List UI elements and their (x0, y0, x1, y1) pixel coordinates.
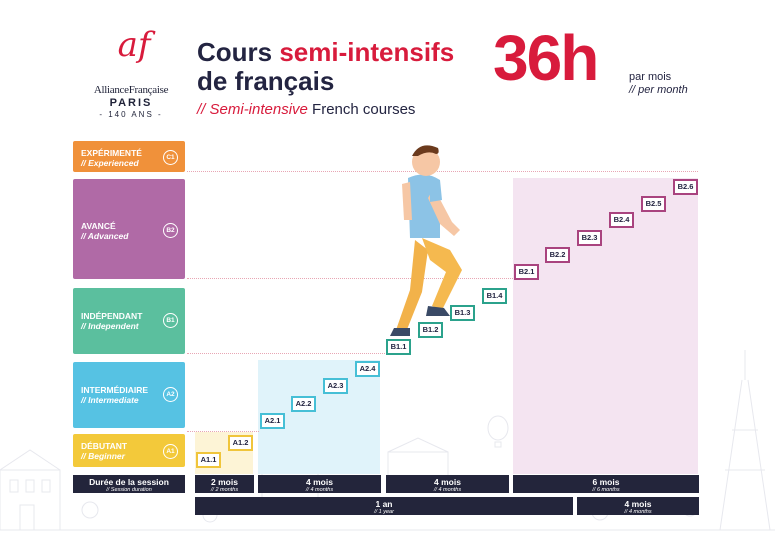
level-c1-fr: EXPÉRIMENTÉ (81, 148, 142, 158)
b2-guide-line (187, 278, 513, 279)
duration-b2-second: 4 mois // 4 months (577, 497, 699, 515)
per-month-fr: par mois (629, 71, 672, 83)
logo-mark: af (117, 25, 151, 65)
climbing-person-illustration (390, 145, 462, 336)
level-a2: INTERMÉDIAIRE // Intermediate A2 (73, 362, 185, 428)
a2-guide-line (187, 431, 259, 432)
level-b2-fr: AVANCÉ (81, 221, 116, 231)
duration-a1-en: // 2 months (210, 487, 239, 493)
duration-b2-en: // 6 months (592, 487, 620, 493)
per-month-en: // per month (629, 84, 688, 96)
step-b2-4: B2.4 (609, 212, 634, 228)
step-a1-2: A1.2 (228, 435, 253, 451)
duration-a2-en: // 4 months (305, 487, 334, 493)
level-c1-en: // Experienced (81, 158, 139, 168)
step-a2-1: A2.1 (260, 413, 285, 429)
step-b1-4: B1.4 (482, 288, 507, 304)
level-a1: DÉBUTANT // Beginner A1 (73, 434, 185, 467)
duration-a2-fr: 4 mois (306, 477, 333, 487)
level-c1-code: C1 (163, 150, 178, 165)
level-b2-en: // Advanced (81, 231, 129, 241)
duration-b1-fr: 4 mois (434, 477, 461, 487)
duration-b2: 6 mois // 6 months (513, 475, 699, 493)
duration-year: 1 an // 1 year (195, 497, 573, 515)
level-a1-en: // Beginner (81, 451, 125, 461)
step-b2-5: B2.5 (641, 196, 666, 212)
step-b2-1: B2.1 (514, 264, 539, 280)
step-a2-2: A2.2 (291, 396, 316, 412)
step-a1-1: A1.1 (196, 452, 221, 468)
level-b1-code: B1 (163, 313, 178, 328)
duration-b2-second-en: // 4 months (624, 509, 652, 515)
logo-name: AllianceFrançaise (93, 84, 169, 96)
b2-column-bg (513, 178, 698, 474)
level-a1-code: A1 (163, 444, 178, 459)
duration-year-en: // 1 year (374, 509, 394, 515)
logo-city: PARIS (109, 97, 153, 109)
duration-year-fr: 1 an (375, 499, 393, 509)
level-c1: EXPÉRIMENTÉ // Experienced C1 (73, 141, 185, 172)
hours-value: 36h (493, 22, 599, 94)
level-b1: INDÉPENDANT // Independent B1 (73, 288, 185, 354)
page-title-line2: de français (197, 66, 335, 96)
logo-years: - 140 ANS - (99, 110, 163, 119)
level-a2-en: // Intermediate (81, 395, 139, 405)
page-title-line1: Cours semi-intensifs (197, 37, 455, 67)
level-b1-en: // Independent (81, 321, 139, 331)
level-b2-code: B2 (163, 223, 178, 238)
level-a1-fr: DÉBUTANT (81, 441, 128, 451)
step-b1-1: B1.1 (386, 339, 411, 355)
duration-a2: 4 mois // 4 months (258, 475, 381, 493)
session-duration-en: // Session duration (106, 487, 152, 493)
level-b1-fr: INDÉPENDANT (81, 311, 143, 321)
c1-guide-line (187, 171, 698, 172)
step-b2-3: B2.3 (577, 230, 602, 246)
page-subtitle: // Semi-intensive French courses (197, 101, 416, 118)
step-b1-2: B1.2 (418, 322, 443, 338)
step-b2-2: B2.2 (545, 247, 570, 263)
duration-a1: 2 mois // 2 months (195, 475, 254, 493)
duration-a1-fr: 2 mois (211, 477, 238, 487)
session-duration-label: Durée de la session // Session duration (73, 475, 185, 493)
step-a2-4: A2.4 (355, 361, 380, 377)
level-a2-code: A2 (163, 387, 178, 402)
level-a2-fr: INTERMÉDIAIRE (81, 385, 149, 395)
level-b2: AVANCÉ // Advanced B2 (73, 179, 185, 279)
step-b1-3: B1.3 (450, 305, 475, 321)
duration-b2-second-fr: 4 mois (624, 499, 652, 509)
step-a2-3: A2.3 (323, 378, 348, 394)
duration-b1: 4 mois // 4 months (386, 475, 509, 493)
b1-guide-line (187, 353, 387, 354)
duration-b2-fr: 6 mois (592, 477, 620, 487)
step-b2-6: B2.6 (673, 179, 698, 195)
duration-b1-en: // 4 months (433, 487, 462, 493)
session-duration-fr: Durée de la session (89, 477, 169, 487)
